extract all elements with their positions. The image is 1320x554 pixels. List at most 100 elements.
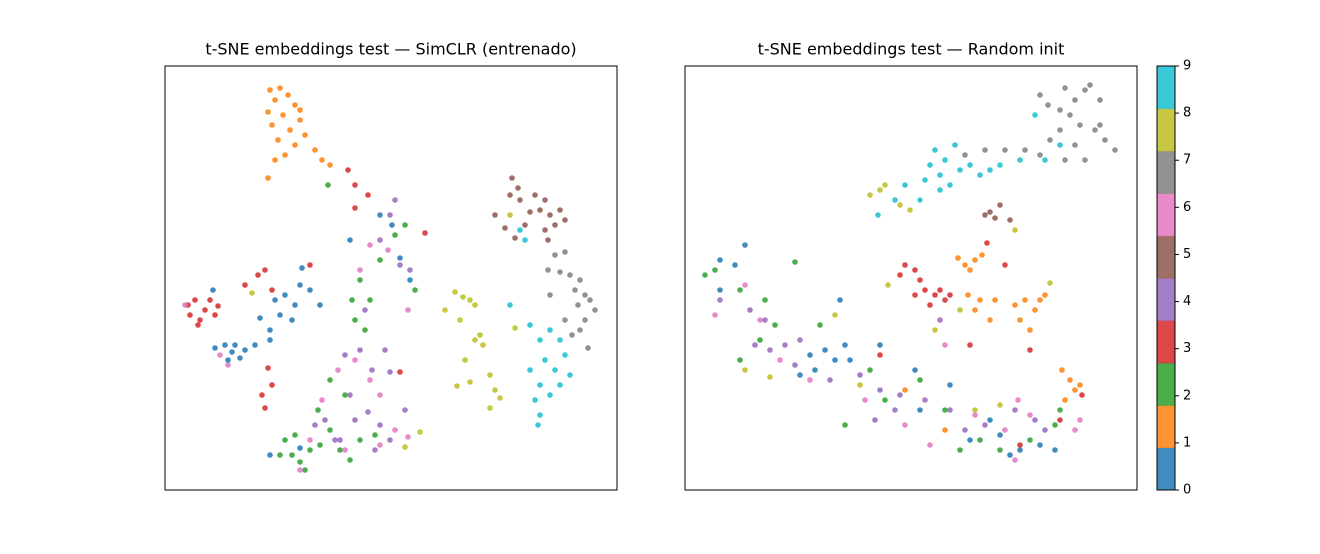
point [312, 422, 318, 428]
point [269, 122, 275, 128]
colorbar-tick-label: 4 [1183, 294, 1191, 309]
point [957, 307, 963, 313]
point [777, 357, 783, 363]
point [972, 412, 978, 418]
point [712, 267, 718, 273]
point [267, 452, 273, 458]
point [297, 107, 303, 113]
point [885, 282, 891, 288]
point [1052, 422, 1058, 428]
point [487, 405, 493, 411]
colorbar-segment [1157, 278, 1175, 321]
point [547, 212, 553, 218]
point [822, 347, 828, 353]
point [210, 287, 216, 293]
point [229, 349, 235, 355]
point [492, 387, 498, 393]
colorbar-segment [1157, 447, 1175, 491]
point [265, 109, 271, 115]
point [1059, 367, 1065, 373]
point [547, 292, 553, 298]
point [875, 212, 881, 218]
point [932, 147, 938, 153]
point [1032, 112, 1038, 118]
point [1012, 457, 1018, 463]
point [275, 137, 281, 143]
point [585, 345, 591, 351]
point [1047, 280, 1053, 286]
point [325, 182, 331, 188]
point [292, 102, 298, 108]
point [857, 382, 863, 388]
point [252, 342, 258, 348]
point [1072, 142, 1078, 148]
point [327, 427, 333, 433]
point [942, 407, 948, 413]
point [862, 397, 868, 403]
point [972, 407, 978, 413]
point [942, 157, 948, 163]
point [557, 337, 563, 343]
point [237, 355, 243, 361]
point [215, 303, 221, 309]
point [232, 342, 238, 348]
point [407, 267, 413, 273]
point [972, 307, 978, 313]
point [1082, 87, 1088, 93]
point [509, 175, 515, 181]
chart-title: t-SNE embeddings test — Random init [758, 40, 1065, 59]
point [307, 287, 313, 293]
point [417, 429, 423, 435]
point [377, 237, 383, 243]
point [952, 142, 958, 148]
point [302, 132, 308, 138]
point [460, 294, 466, 300]
point [557, 207, 563, 213]
point [867, 367, 873, 373]
point [397, 255, 403, 261]
point [527, 209, 533, 215]
point [527, 322, 533, 328]
point [352, 205, 358, 211]
point [1032, 417, 1038, 423]
point [462, 357, 468, 363]
point [717, 287, 723, 293]
point [522, 237, 528, 243]
point [1037, 152, 1043, 158]
point [397, 369, 403, 375]
point [322, 417, 328, 423]
point [507, 212, 513, 218]
point [327, 162, 333, 168]
point [292, 302, 298, 308]
point [367, 377, 373, 383]
point [1042, 157, 1048, 163]
plot-frame [684, 65, 1138, 491]
point [1067, 112, 1073, 118]
point [292, 432, 298, 438]
point [317, 302, 323, 308]
point [962, 427, 968, 433]
point [737, 287, 743, 293]
point [742, 367, 748, 373]
point [937, 172, 943, 178]
point [267, 87, 273, 93]
plot-frame [164, 65, 618, 491]
point [1002, 147, 1008, 153]
point [492, 212, 498, 218]
point [1027, 327, 1033, 333]
point [547, 392, 553, 398]
point [955, 255, 961, 261]
point [367, 297, 373, 303]
point [752, 342, 758, 348]
point [457, 317, 463, 323]
point [282, 292, 288, 298]
point [1057, 417, 1063, 423]
point [1087, 82, 1093, 88]
point [259, 392, 265, 398]
point [545, 237, 551, 243]
point [877, 387, 883, 393]
colorbar-tick-label: 2 [1183, 388, 1191, 403]
point [512, 235, 518, 241]
point [967, 437, 973, 443]
point [267, 337, 273, 343]
